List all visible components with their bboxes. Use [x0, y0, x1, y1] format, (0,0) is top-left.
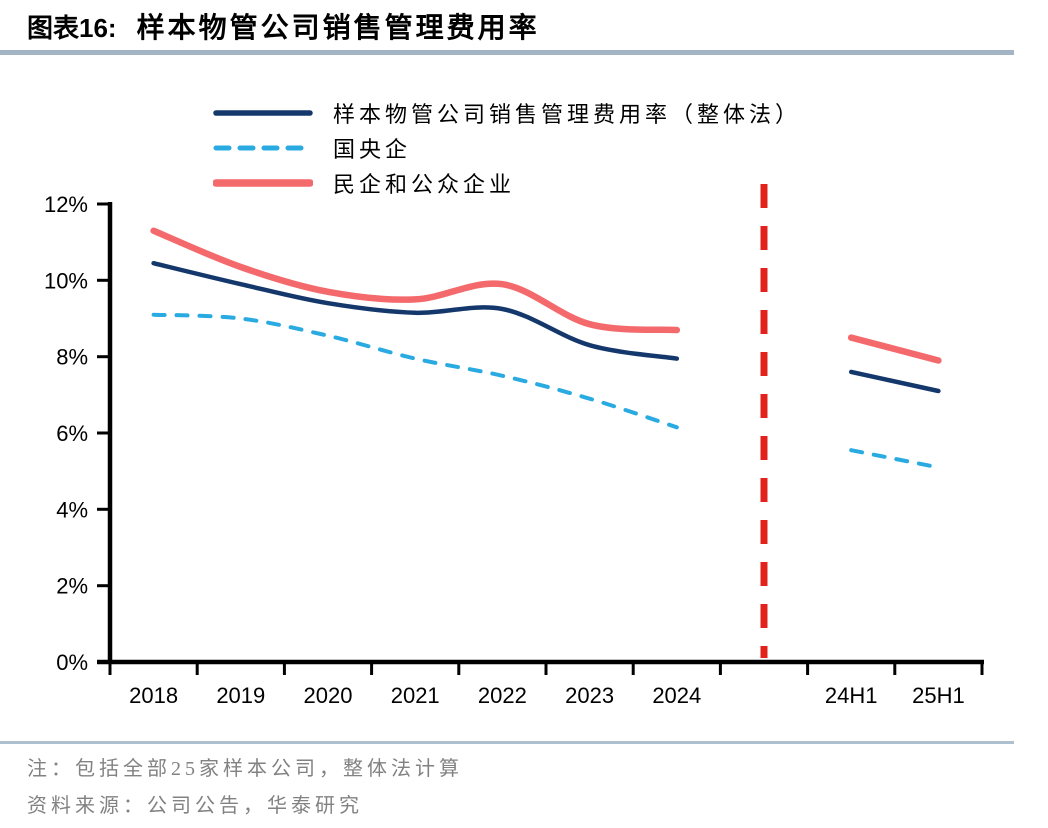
footer-divider-line [0, 741, 1014, 744]
series-line-0 [848, 369, 941, 394]
title-underline [0, 50, 1014, 55]
y-axis-tick-label: 6% [56, 421, 88, 446]
x-axis-tick-label: 25H1 [912, 683, 965, 708]
series-line-0 [151, 260, 680, 361]
x-axis-tick-label: 2018 [129, 683, 178, 708]
x-axis-tick-label: 2023 [565, 683, 614, 708]
legend-label: 民企和公众企业 [333, 171, 516, 197]
page-title: 图表16: 样本物管公司销售管理费用率 [27, 6, 540, 46]
chart-source: 资料来源：公司公告，华泰研究 [27, 795, 363, 817]
y-axis-tick-label: 4% [56, 497, 88, 522]
y-axis-tick-label: 8% [56, 345, 88, 370]
legend-label: 国央企 [333, 136, 412, 162]
legend-item-overall: 样本物管公司销售管理费用率（整体法） [213, 95, 801, 130]
legend-label: 样本物管公司销售管理费用率（整体法） [333, 101, 802, 127]
series-line-1 [849, 448, 941, 470]
legend-line-swatch-solid-navy [213, 109, 313, 116]
y-axis-tick-label: 2% [56, 574, 88, 599]
x-axis-tick-label: 2019 [216, 683, 265, 708]
x-axis-tick-label: 2021 [391, 683, 440, 708]
series-line-2 [847, 334, 942, 364]
x-axis-tick-label: 2020 [304, 683, 353, 708]
series-line-2 [150, 227, 681, 334]
y-axis-tick-label: 0% [56, 650, 88, 675]
legend-item-soe: 国央企 [213, 130, 801, 165]
figure-title-text: 样本物管公司销售管理费用率 [136, 13, 540, 44]
y-axis-tick-label: 10% [44, 268, 88, 293]
x-axis-tick-label: 24H1 [825, 683, 878, 708]
series-line-1 [151, 312, 679, 430]
chart-note: 注：包括全部25家样本公司，整体法计算 [27, 758, 463, 780]
x-axis-tick-label: 2022 [478, 683, 527, 708]
legend-item-private: 民企和公众企业 [213, 165, 801, 200]
chart-legend: 样本物管公司销售管理费用率（整体法） 国央企 民企和公众企业 [213, 95, 801, 200]
x-axis-tick-label: 2024 [652, 683, 701, 708]
figure-number-label: 图表16: [27, 13, 117, 43]
y-axis-tick-label: 12% [44, 192, 88, 217]
legend-line-swatch-solid-red [213, 178, 313, 187]
legend-line-swatch-dashed-blue [213, 145, 313, 150]
